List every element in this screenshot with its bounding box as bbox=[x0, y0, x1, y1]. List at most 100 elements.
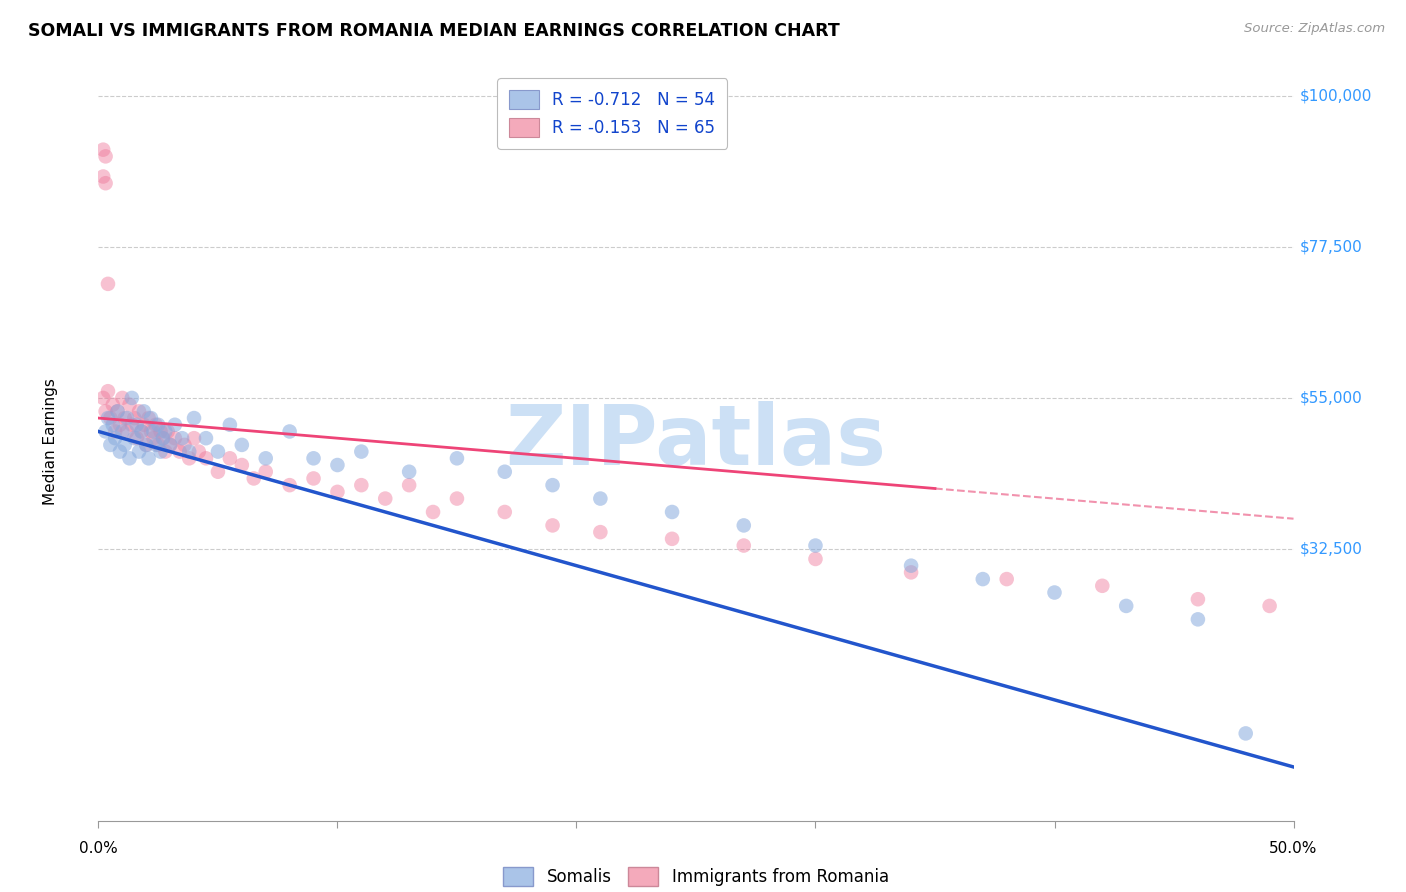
Point bbox=[145, 417, 167, 432]
Point bbox=[125, 431, 148, 445]
Point bbox=[326, 484, 349, 499]
Point bbox=[149, 444, 172, 458]
Point bbox=[124, 431, 146, 445]
Point bbox=[374, 491, 396, 506]
Point bbox=[350, 478, 373, 492]
Text: ZIPatlas: ZIPatlas bbox=[506, 401, 886, 482]
Text: 0.0%: 0.0% bbox=[79, 841, 118, 855]
Point bbox=[398, 478, 420, 492]
Point bbox=[804, 552, 827, 566]
Point bbox=[494, 505, 516, 519]
Point bbox=[94, 149, 117, 163]
Point bbox=[1115, 599, 1137, 613]
Text: 50.0%: 50.0% bbox=[1270, 841, 1317, 855]
Point bbox=[661, 532, 683, 546]
Point bbox=[94, 425, 117, 439]
Point bbox=[114, 438, 136, 452]
Point bbox=[179, 451, 201, 466]
Point bbox=[155, 444, 177, 458]
Point bbox=[97, 384, 120, 399]
Point bbox=[172, 431, 194, 445]
Point bbox=[149, 425, 172, 439]
Point bbox=[195, 451, 218, 466]
Point bbox=[494, 465, 516, 479]
Point bbox=[131, 425, 153, 439]
Point bbox=[541, 518, 564, 533]
Point bbox=[121, 417, 143, 432]
Point bbox=[94, 176, 117, 190]
Point bbox=[195, 431, 218, 445]
Point bbox=[107, 404, 129, 418]
Point bbox=[91, 169, 114, 184]
Point bbox=[114, 411, 136, 425]
Point bbox=[446, 491, 468, 506]
Point bbox=[207, 465, 229, 479]
Point bbox=[156, 425, 179, 439]
Point bbox=[422, 505, 444, 519]
Text: SOMALI VS IMMIGRANTS FROM ROMANIA MEDIAN EARNINGS CORRELATION CHART: SOMALI VS IMMIGRANTS FROM ROMANIA MEDIAN… bbox=[28, 22, 839, 40]
Point bbox=[231, 458, 253, 472]
Point bbox=[446, 451, 468, 466]
Point bbox=[207, 444, 229, 458]
Point bbox=[115, 425, 138, 439]
Point bbox=[995, 572, 1018, 586]
Point bbox=[101, 398, 124, 412]
Point bbox=[219, 451, 242, 466]
Point bbox=[135, 438, 157, 452]
Point bbox=[231, 438, 253, 452]
Point bbox=[108, 417, 131, 432]
Point bbox=[139, 411, 162, 425]
Point bbox=[118, 398, 141, 412]
Point bbox=[972, 572, 994, 586]
Point bbox=[278, 478, 301, 492]
Point bbox=[163, 431, 186, 445]
Point bbox=[1187, 592, 1209, 607]
Point bbox=[91, 143, 114, 157]
Point bbox=[135, 438, 157, 452]
Legend: Somalis, Immigrants from Romania: Somalis, Immigrants from Romania bbox=[492, 855, 900, 892]
Point bbox=[128, 404, 150, 418]
Point bbox=[302, 471, 325, 485]
Point bbox=[155, 425, 177, 439]
Point bbox=[132, 404, 155, 418]
Point bbox=[1234, 726, 1257, 740]
Text: Source: ZipAtlas.com: Source: ZipAtlas.com bbox=[1244, 22, 1385, 36]
Point bbox=[125, 417, 148, 432]
Point bbox=[900, 566, 922, 580]
Point bbox=[589, 525, 612, 540]
Point bbox=[138, 411, 160, 425]
Point bbox=[111, 391, 134, 405]
Point bbox=[159, 438, 181, 452]
Point bbox=[900, 558, 922, 573]
Point bbox=[179, 444, 201, 458]
Point bbox=[254, 451, 277, 466]
Point bbox=[94, 404, 117, 418]
Text: $32,500: $32,500 bbox=[1299, 541, 1362, 557]
Point bbox=[173, 438, 195, 452]
Point bbox=[152, 431, 174, 445]
Text: $55,000: $55,000 bbox=[1299, 391, 1362, 406]
Point bbox=[1258, 599, 1281, 613]
Point bbox=[124, 411, 146, 425]
Point bbox=[128, 444, 150, 458]
Point bbox=[183, 431, 205, 445]
Text: $100,000: $100,000 bbox=[1299, 88, 1372, 103]
Point bbox=[142, 431, 165, 445]
Point bbox=[541, 478, 564, 492]
Point bbox=[131, 425, 153, 439]
Point bbox=[326, 458, 349, 472]
Point bbox=[1187, 612, 1209, 626]
Point bbox=[121, 391, 143, 405]
Point bbox=[589, 491, 612, 506]
Point bbox=[661, 505, 683, 519]
Point bbox=[108, 444, 131, 458]
Point bbox=[107, 404, 129, 418]
Point bbox=[101, 417, 124, 432]
Point bbox=[139, 425, 162, 439]
Point bbox=[98, 411, 122, 425]
Point bbox=[145, 438, 167, 452]
Point bbox=[219, 417, 242, 432]
Point bbox=[733, 518, 755, 533]
Point bbox=[104, 431, 127, 445]
Point bbox=[159, 438, 181, 452]
